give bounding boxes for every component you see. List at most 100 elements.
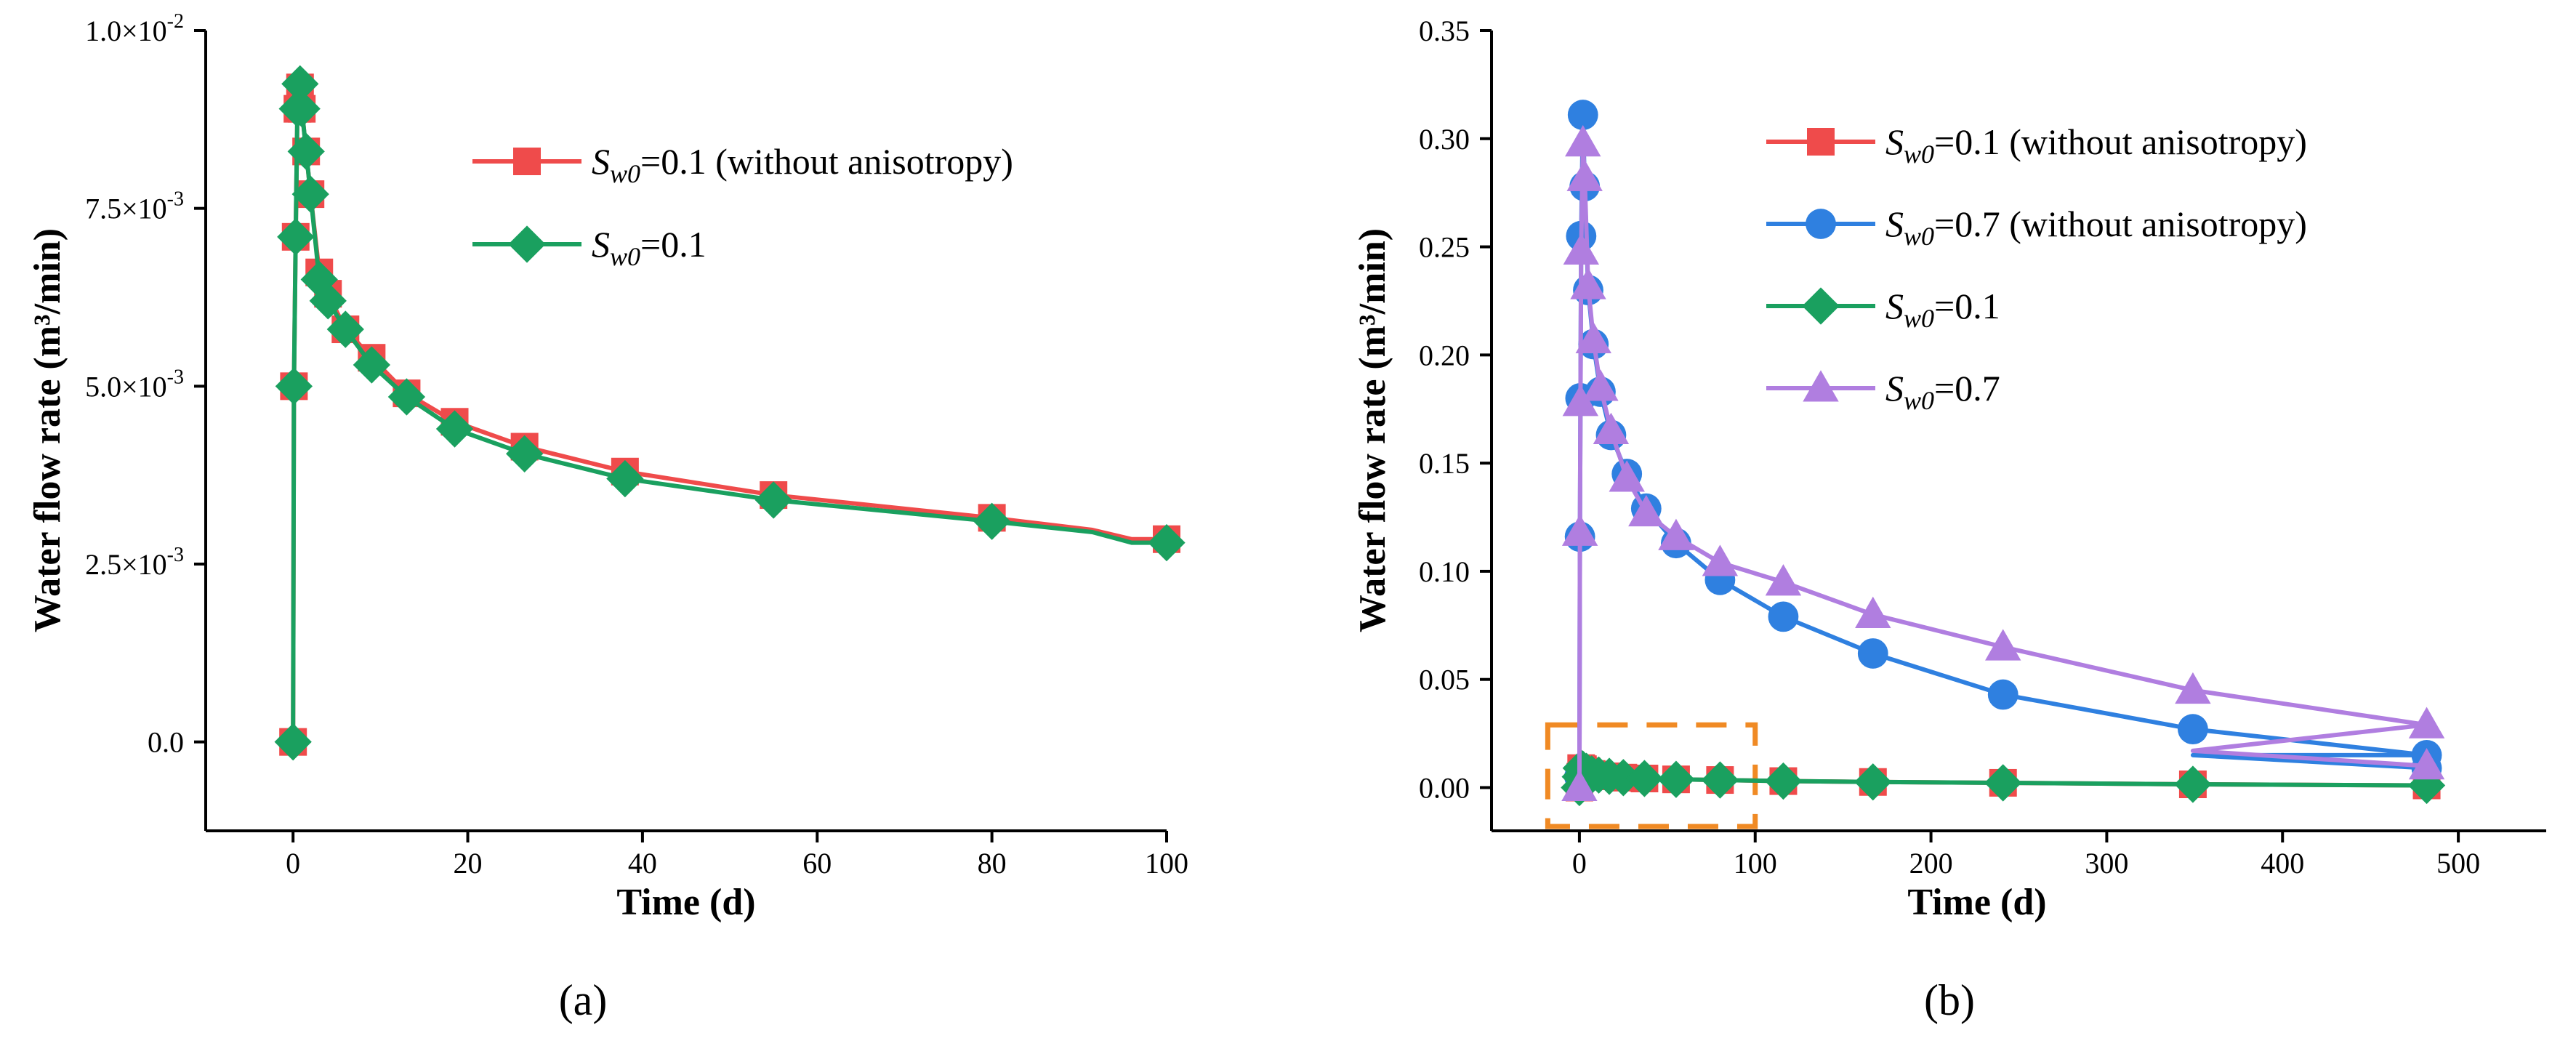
legend-label: Sw0=0.1 bbox=[1885, 286, 2000, 333]
x-tick-label: 200 bbox=[1909, 847, 1953, 880]
y-tick-label: 0.00 bbox=[1419, 771, 1470, 804]
panel-b-y-axis-title: Water flow rate (m³/min) bbox=[1352, 228, 1393, 632]
x-tick-label: 500 bbox=[2436, 847, 2480, 880]
data-point bbox=[506, 435, 544, 472]
data-point bbox=[1625, 760, 1664, 797]
panel-a: 0 20 40 60 80 100 0.0 2.5×10-3 5.0×10-3 7.5×10-3… bbox=[27, 10, 1188, 1024]
legend-label: Sw0=0.7 bbox=[1885, 368, 2000, 415]
data-point bbox=[1148, 523, 1186, 562]
y-tick-label: 7.5×10-3 bbox=[85, 188, 184, 225]
data-point bbox=[435, 410, 474, 448]
data-point bbox=[2174, 765, 2212, 803]
panel-a-y-ticks: 0.0 2.5×10-3 5.0×10-3 7.5×10-3 1.0×10-2 bbox=[85, 10, 206, 759]
legend-marker bbox=[508, 225, 546, 263]
data-point bbox=[2408, 707, 2445, 739]
y-tick-label: 0.35 bbox=[1419, 15, 1470, 47]
legend-label: Sw0=0.7 (without anisotropy) bbox=[1885, 204, 2307, 251]
panel-a-series bbox=[274, 65, 1186, 761]
x-tick-label: 300 bbox=[2085, 847, 2128, 880]
panel-a-x-ticks: 0 20 40 60 80 100 bbox=[286, 831, 1188, 880]
y-tick-label: 0.15 bbox=[1419, 447, 1470, 480]
y-tick-label: 2.5×10-3 bbox=[85, 544, 184, 581]
legend-entry: Sw0=0.1 (without anisotropy) bbox=[472, 141, 1013, 188]
data-point bbox=[1628, 494, 1665, 527]
panel-b-x-ticks: 0 100 200 300 400 500 bbox=[1572, 831, 2480, 880]
data-point bbox=[1561, 514, 1598, 546]
legend-marker bbox=[1807, 128, 1835, 156]
data-point bbox=[281, 65, 319, 103]
panel-b-series bbox=[1561, 100, 2446, 807]
panel-a-legend: Sw0=0.1 (without anisotropy) Sw0=0.1 bbox=[472, 141, 1013, 271]
data-point bbox=[1857, 638, 1888, 669]
data-point bbox=[1604, 759, 1643, 797]
panel-b-dashed-highlight-box bbox=[1545, 722, 1758, 829]
x-tick-label: 80 bbox=[978, 847, 1007, 880]
panel-b-legend: Sw0=0.1 (without anisotropy) Sw0=0.7 (wit… bbox=[1766, 121, 2307, 415]
panel-a-y-axis-title: Water flow rate (m³/min) bbox=[27, 228, 68, 632]
legend-entry: Sw0=0.1 bbox=[472, 224, 707, 271]
data-point bbox=[277, 218, 315, 256]
data-point bbox=[1609, 460, 1645, 492]
panel-a-label: (a) bbox=[559, 976, 608, 1024]
legend-marker bbox=[513, 148, 541, 175]
x-tick-label: 40 bbox=[628, 847, 657, 880]
y-tick-label: 5.0×10-3 bbox=[85, 366, 184, 403]
series-line bbox=[291, 81, 1167, 742]
legend-entry: Sw0=0.1 bbox=[1766, 286, 2000, 333]
panel-b-label: (b) bbox=[1924, 976, 1975, 1024]
data-point bbox=[606, 459, 644, 498]
legend-marker bbox=[1803, 370, 1839, 402]
legend-entry: Sw0=0.1 (without anisotropy) bbox=[1766, 121, 2307, 169]
series-line bbox=[291, 85, 1167, 742]
y-tick-label: 1.0×10-2 bbox=[85, 10, 184, 47]
data-point bbox=[1562, 385, 1599, 417]
data-point bbox=[1854, 763, 1892, 801]
panel-b-y-ticks: 0.00 0.05 0.10 0.15 0.20 0.25 0.30 0.35 bbox=[1419, 15, 1492, 804]
legend-entry: Sw0=0.7 bbox=[1766, 368, 2000, 415]
data-point bbox=[2175, 672, 2211, 704]
legend-label: Sw0=0.1 (without anisotropy) bbox=[1885, 121, 2307, 169]
data-point bbox=[1567, 100, 1598, 130]
x-tick-label: 100 bbox=[1145, 847, 1188, 880]
x-tick-label: 20 bbox=[454, 847, 483, 880]
data-point bbox=[1855, 596, 1891, 628]
legend-entry: Sw0=0.7 (without anisotropy) bbox=[1766, 204, 2307, 251]
y-tick-label: 0.20 bbox=[1419, 339, 1470, 371]
legend-marker bbox=[1802, 287, 1840, 325]
series-1 bbox=[274, 65, 1186, 761]
data-point bbox=[973, 502, 1011, 540]
y-tick-label: 0.25 bbox=[1419, 231, 1470, 264]
data-point bbox=[2408, 748, 2445, 780]
data-point bbox=[1593, 412, 1630, 445]
data-point bbox=[387, 378, 426, 416]
data-point bbox=[1702, 544, 1739, 576]
data-point bbox=[287, 132, 325, 171]
data-point bbox=[2407, 766, 2446, 805]
panel-b-x-axis-title: Time (d) bbox=[1907, 882, 2046, 923]
data-point bbox=[309, 282, 347, 320]
data-point bbox=[353, 346, 390, 384]
data-point bbox=[1765, 564, 1802, 596]
y-tick-label: 0.10 bbox=[1419, 555, 1470, 588]
x-tick-label: 400 bbox=[2261, 847, 2304, 880]
data-point bbox=[283, 90, 321, 128]
y-tick-label: 0.0 bbox=[148, 726, 184, 759]
data-point bbox=[1561, 769, 1598, 802]
data-point bbox=[274, 723, 312, 761]
data-point bbox=[1575, 321, 1611, 354]
x-tick-label: 60 bbox=[802, 847, 832, 880]
legend-label: Sw0=0.1 (without anisotropy) bbox=[592, 141, 1013, 188]
data-point bbox=[1701, 761, 1739, 799]
panel-b: 0 100 200 300 400 500 0.00 0.05 0.10 0.15 0.20 0.2… bbox=[1352, 15, 2546, 1024]
data-point bbox=[1985, 629, 2021, 661]
y-tick-label: 0.05 bbox=[1419, 664, 1470, 696]
data-point bbox=[326, 310, 364, 348]
data-point bbox=[275, 367, 313, 405]
data-point bbox=[1563, 233, 1600, 265]
data-point bbox=[1658, 518, 1694, 550]
data-point bbox=[1764, 762, 1803, 800]
series-3 bbox=[1561, 125, 2445, 802]
legend-label: Sw0=0.1 bbox=[592, 224, 707, 271]
data-point bbox=[1566, 159, 1603, 191]
